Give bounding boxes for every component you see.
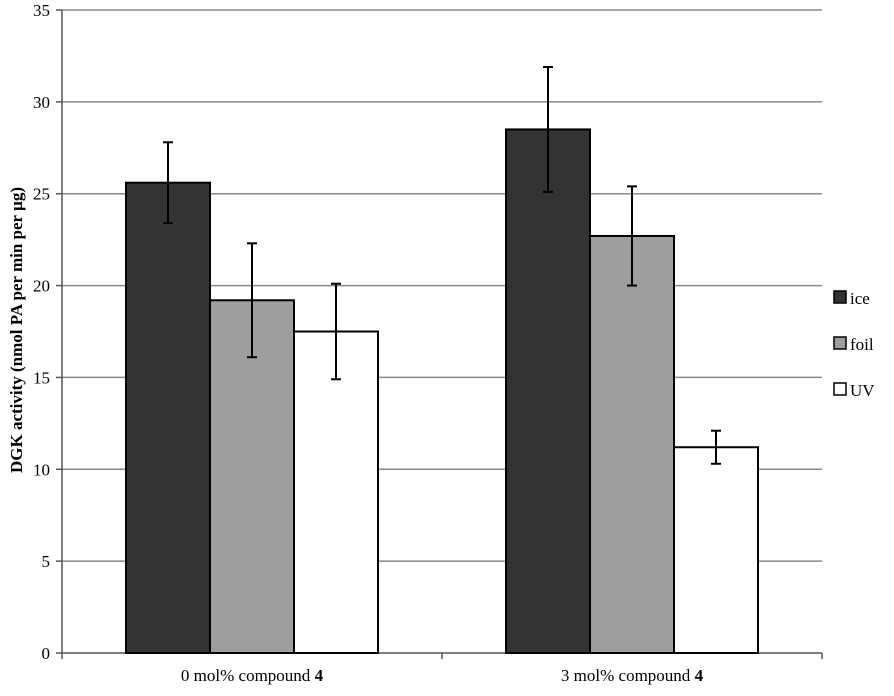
- y-tick-label: 35: [33, 1, 50, 20]
- x-category-labels: 0 mol% compound 4 3 mol% compound 4: [181, 666, 704, 685]
- x-category-label: 0 mol% compound 4: [181, 666, 324, 685]
- legend-swatch-ice: [833, 290, 847, 304]
- bar-UV: [673, 446, 759, 654]
- y-tick-label: 30: [33, 93, 50, 112]
- y-axis-label: DGK activity (nmol PA per min per µg): [7, 187, 26, 473]
- bar-foil: [209, 299, 295, 654]
- y-tick-label: 15: [33, 368, 50, 387]
- bar-UV: [293, 330, 379, 654]
- legend-swatch-UV: [833, 382, 847, 396]
- error-bars: [163, 65, 721, 465]
- bar-ice: [125, 181, 211, 654]
- y-tick-label: 10: [33, 460, 50, 479]
- bars: [125, 128, 759, 654]
- y-tick-labels: 0 5 10 15 20 25 30 35: [33, 1, 50, 663]
- legend: ice foil UV: [833, 289, 875, 400]
- y-tick-label: 20: [33, 277, 50, 296]
- legend-swatch-foil: [833, 336, 847, 350]
- legend-label-ice: ice: [850, 289, 870, 308]
- y-tick-label: 25: [33, 185, 50, 204]
- x-category-label: 3 mol% compound 4: [561, 666, 704, 685]
- legend-label-foil: foil: [850, 335, 874, 354]
- y-tick-label: 5: [42, 552, 51, 571]
- legend-label-UV: UV: [850, 381, 875, 400]
- bar-foil: [589, 234, 675, 654]
- bar-ice: [505, 128, 591, 654]
- y-tick-label: 0: [42, 644, 51, 663]
